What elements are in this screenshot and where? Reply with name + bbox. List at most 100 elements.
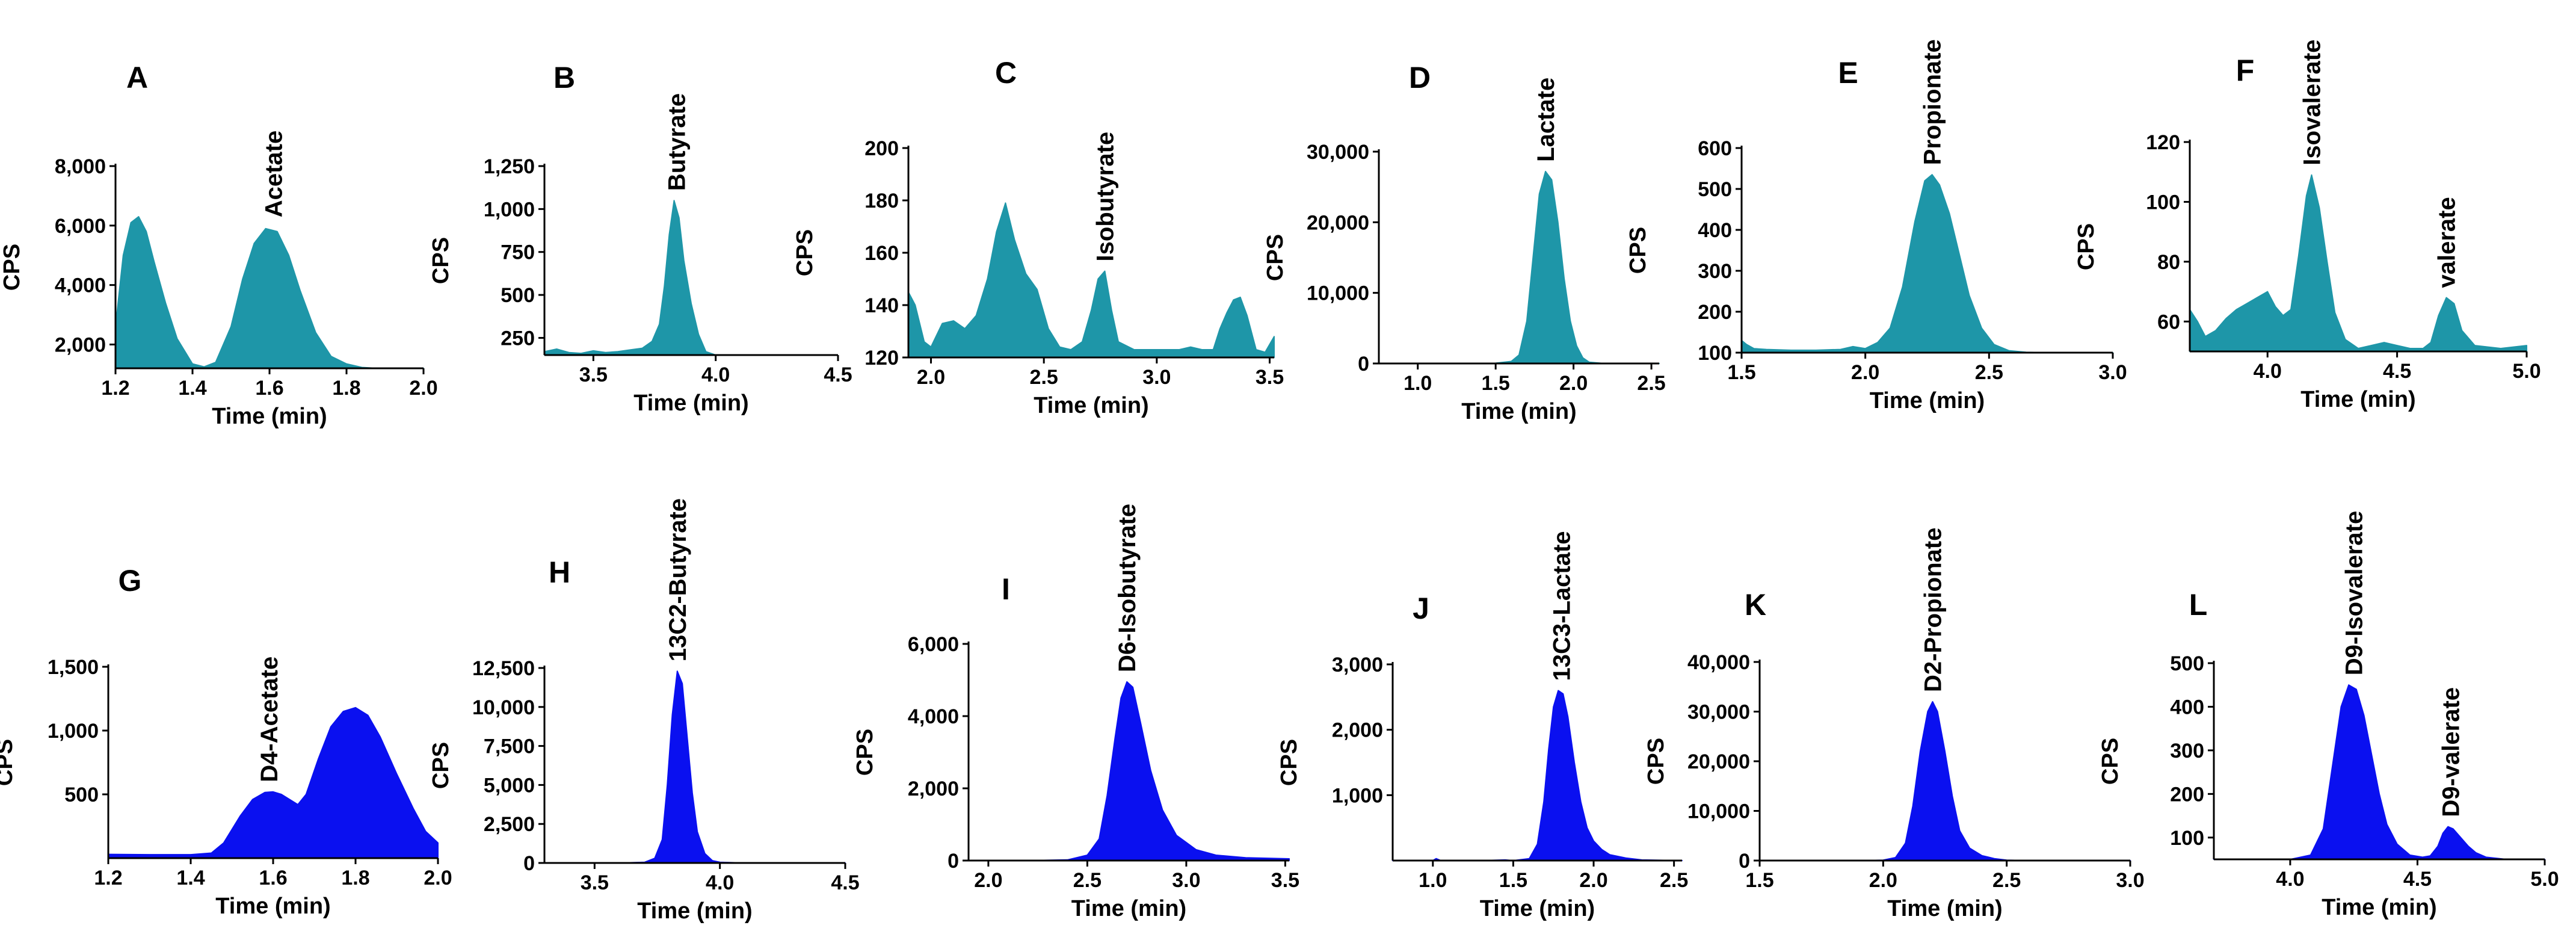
x-tick-label: 4.0 xyxy=(2254,360,2282,383)
x-axis-title: Time (min) xyxy=(1071,896,1186,921)
x-tick-label: 2.0 xyxy=(974,869,1002,892)
chart-panel-l: L 4.0 4.5 5.0 100 200 300 400 500 Time (min) CPS D9… xyxy=(2098,511,2559,920)
peak-label: 13C2-Butyrate xyxy=(665,498,691,661)
x-tick-label: 1.8 xyxy=(332,377,360,400)
series-area-b xyxy=(544,200,716,356)
chart-panel-i: I 2.0 2.5 3.0 3.5 0 2,000 4,000 6,000 Time (min) C… xyxy=(852,504,1299,921)
x-tick-label: 3.5 xyxy=(581,871,609,894)
peak-label: Isobutyrate xyxy=(1092,132,1119,262)
series-area-k xyxy=(1759,701,2131,861)
y-tick-label: 750 xyxy=(501,241,535,264)
y-tick-label: 100 xyxy=(2146,191,2180,214)
y-tick-label: 200 xyxy=(2170,783,2204,806)
x-tick-label: 2.0 xyxy=(1579,869,1607,892)
x-tick-label: 3.0 xyxy=(1172,869,1200,892)
x-axis-title: Time (min) xyxy=(637,898,752,924)
series-area-f xyxy=(2189,174,2527,352)
y-tick-label: 120 xyxy=(864,347,899,369)
x-tick-label: 2.5 xyxy=(1660,869,1688,892)
y-tick-label: 7,500 xyxy=(484,735,535,758)
y-tick-label: 500 xyxy=(2170,652,2204,675)
x-tick-label: 2.0 xyxy=(917,366,945,389)
y-axis-title: CPS xyxy=(792,229,818,276)
y-tick-label: 1,500 xyxy=(48,656,99,679)
x-tick-label: 1.4 xyxy=(176,867,205,889)
x-tick-label: 2.5 xyxy=(1992,869,2021,892)
x-tick-label: 1.5 xyxy=(1727,361,1755,384)
series-area-d xyxy=(1378,170,1660,364)
y-tick-label: 180 xyxy=(864,190,899,212)
x-tick-label: 4.0 xyxy=(2276,868,2304,891)
y-tick-label: 4,000 xyxy=(55,274,106,297)
x-tick-label: 4.5 xyxy=(2383,360,2411,383)
x-tick-label: 4.5 xyxy=(824,363,852,386)
x-tick-label: 5.0 xyxy=(2512,360,2541,383)
chart-panel-g: G 1.2 1.4 1.6 1.8 2.0 500 1,000 1,500 Time (min) C… xyxy=(0,564,452,919)
x-tick-label: 4.0 xyxy=(706,871,734,894)
y-tick-label: 1,000 xyxy=(484,198,535,221)
y-axis-title: CPS xyxy=(2098,738,2123,785)
y-tick-label: 20,000 xyxy=(1307,211,1369,234)
y-tick-label: 200 xyxy=(1698,301,1732,324)
x-tick-label: 1.2 xyxy=(94,867,122,889)
x-tick-label: 3.0 xyxy=(2098,361,2127,384)
series-area-i xyxy=(968,681,1290,861)
x-tick-label: 1.5 xyxy=(1745,869,1773,892)
y-tick-label: 0 xyxy=(1358,353,1369,376)
chart-panel-a: A 1.2 1.4 1.6 1.8 2.0 2,000 4,000 6,000 8,000 Time… xyxy=(0,61,438,429)
panel-letter-i: I xyxy=(1002,572,1010,606)
x-tick-label: 2.0 xyxy=(1869,869,1897,892)
y-axis-title: CPS xyxy=(1263,234,1288,281)
x-tick-label: 2.5 xyxy=(1637,372,1665,395)
x-axis-title: Time (min) xyxy=(1887,896,2002,921)
series-area-l xyxy=(2213,684,2545,860)
series-area-j xyxy=(1392,690,1683,861)
x-tick-label: 1.6 xyxy=(259,867,287,889)
x-axis-title: Time (min) xyxy=(2300,387,2415,412)
panel-letter-l: L xyxy=(2189,588,2208,622)
y-tick-label: 10,000 xyxy=(1307,282,1369,305)
chart-panel-d: D 1.0 1.5 2.0 2.5 0 10,000 20,000 30,000 Time (mi… xyxy=(1263,61,1666,424)
panel-letter-j: J xyxy=(1413,592,1429,625)
panel-letter-d: D xyxy=(1409,61,1431,94)
x-tick-label: 4.5 xyxy=(2403,868,2432,891)
x-tick-label: 2.0 xyxy=(409,377,437,400)
peak-label: Propionate xyxy=(1920,39,1946,165)
x-tick-label: 2.0 xyxy=(1851,361,1879,384)
x-tick-label: 1.0 xyxy=(1404,372,1432,395)
y-tick-label: 12,500 xyxy=(472,657,535,680)
x-tick-label: 2.0 xyxy=(424,867,452,889)
chart-panel-h: H 3.5 4.0 4.5 0 2,500 5,000 7,500 10,000 12,500 Ti… xyxy=(428,498,860,924)
chart-panel-f: F 4.0 4.5 5.0 60 80 100 120 Time (min) CPS Isovale… xyxy=(2074,40,2541,412)
x-tick-label: 4.0 xyxy=(701,363,730,386)
peak-label: D9-valerate xyxy=(2438,687,2464,817)
y-tick-label: 60 xyxy=(2157,311,2180,333)
peak-label: 13C3-Lactate xyxy=(1549,531,1576,681)
y-tick-label: 500 xyxy=(64,784,99,806)
y-axis-title: CPS xyxy=(852,729,878,776)
y-tick-label: 300 xyxy=(1698,260,1732,283)
y-tick-label: 40,000 xyxy=(1687,651,1750,674)
series-area-e xyxy=(1741,174,2113,353)
series-area-c xyxy=(908,202,1275,358)
y-axis-title: CPS xyxy=(1277,739,1302,786)
x-axis-title: Time (min) xyxy=(1461,399,1576,424)
chart-panel-j: J 1.0 1.5 2.0 2.5 1,000 2,000 3,000 Time (min) CP… xyxy=(1277,531,1688,921)
x-tick-label: 3.5 xyxy=(579,363,608,386)
panel-letter-g: G xyxy=(119,564,142,598)
y-tick-label: 200 xyxy=(864,137,899,160)
x-tick-label: 3.0 xyxy=(1142,366,1171,389)
panel-letter-a: A xyxy=(126,61,148,94)
y-tick-label: 1,250 xyxy=(484,155,535,178)
chart-panel-c: C 2.0 2.5 3.0 3.5 120 140 160 180 200 Time (min) CP… xyxy=(792,56,1284,418)
peak-label: Butyrate xyxy=(664,93,691,191)
panel-letter-k: K xyxy=(1745,588,1766,622)
y-tick-label: 500 xyxy=(501,284,535,307)
y-tick-label: 0 xyxy=(1739,850,1750,873)
peak-label: D4-Acetate xyxy=(256,657,283,782)
y-axis-title: CPS xyxy=(0,244,25,291)
y-axis-title: CPS xyxy=(0,739,17,786)
peak-label: Acetate xyxy=(260,131,287,218)
x-tick-label: 1.2 xyxy=(101,377,129,400)
y-tick-label: 2,000 xyxy=(55,333,106,356)
